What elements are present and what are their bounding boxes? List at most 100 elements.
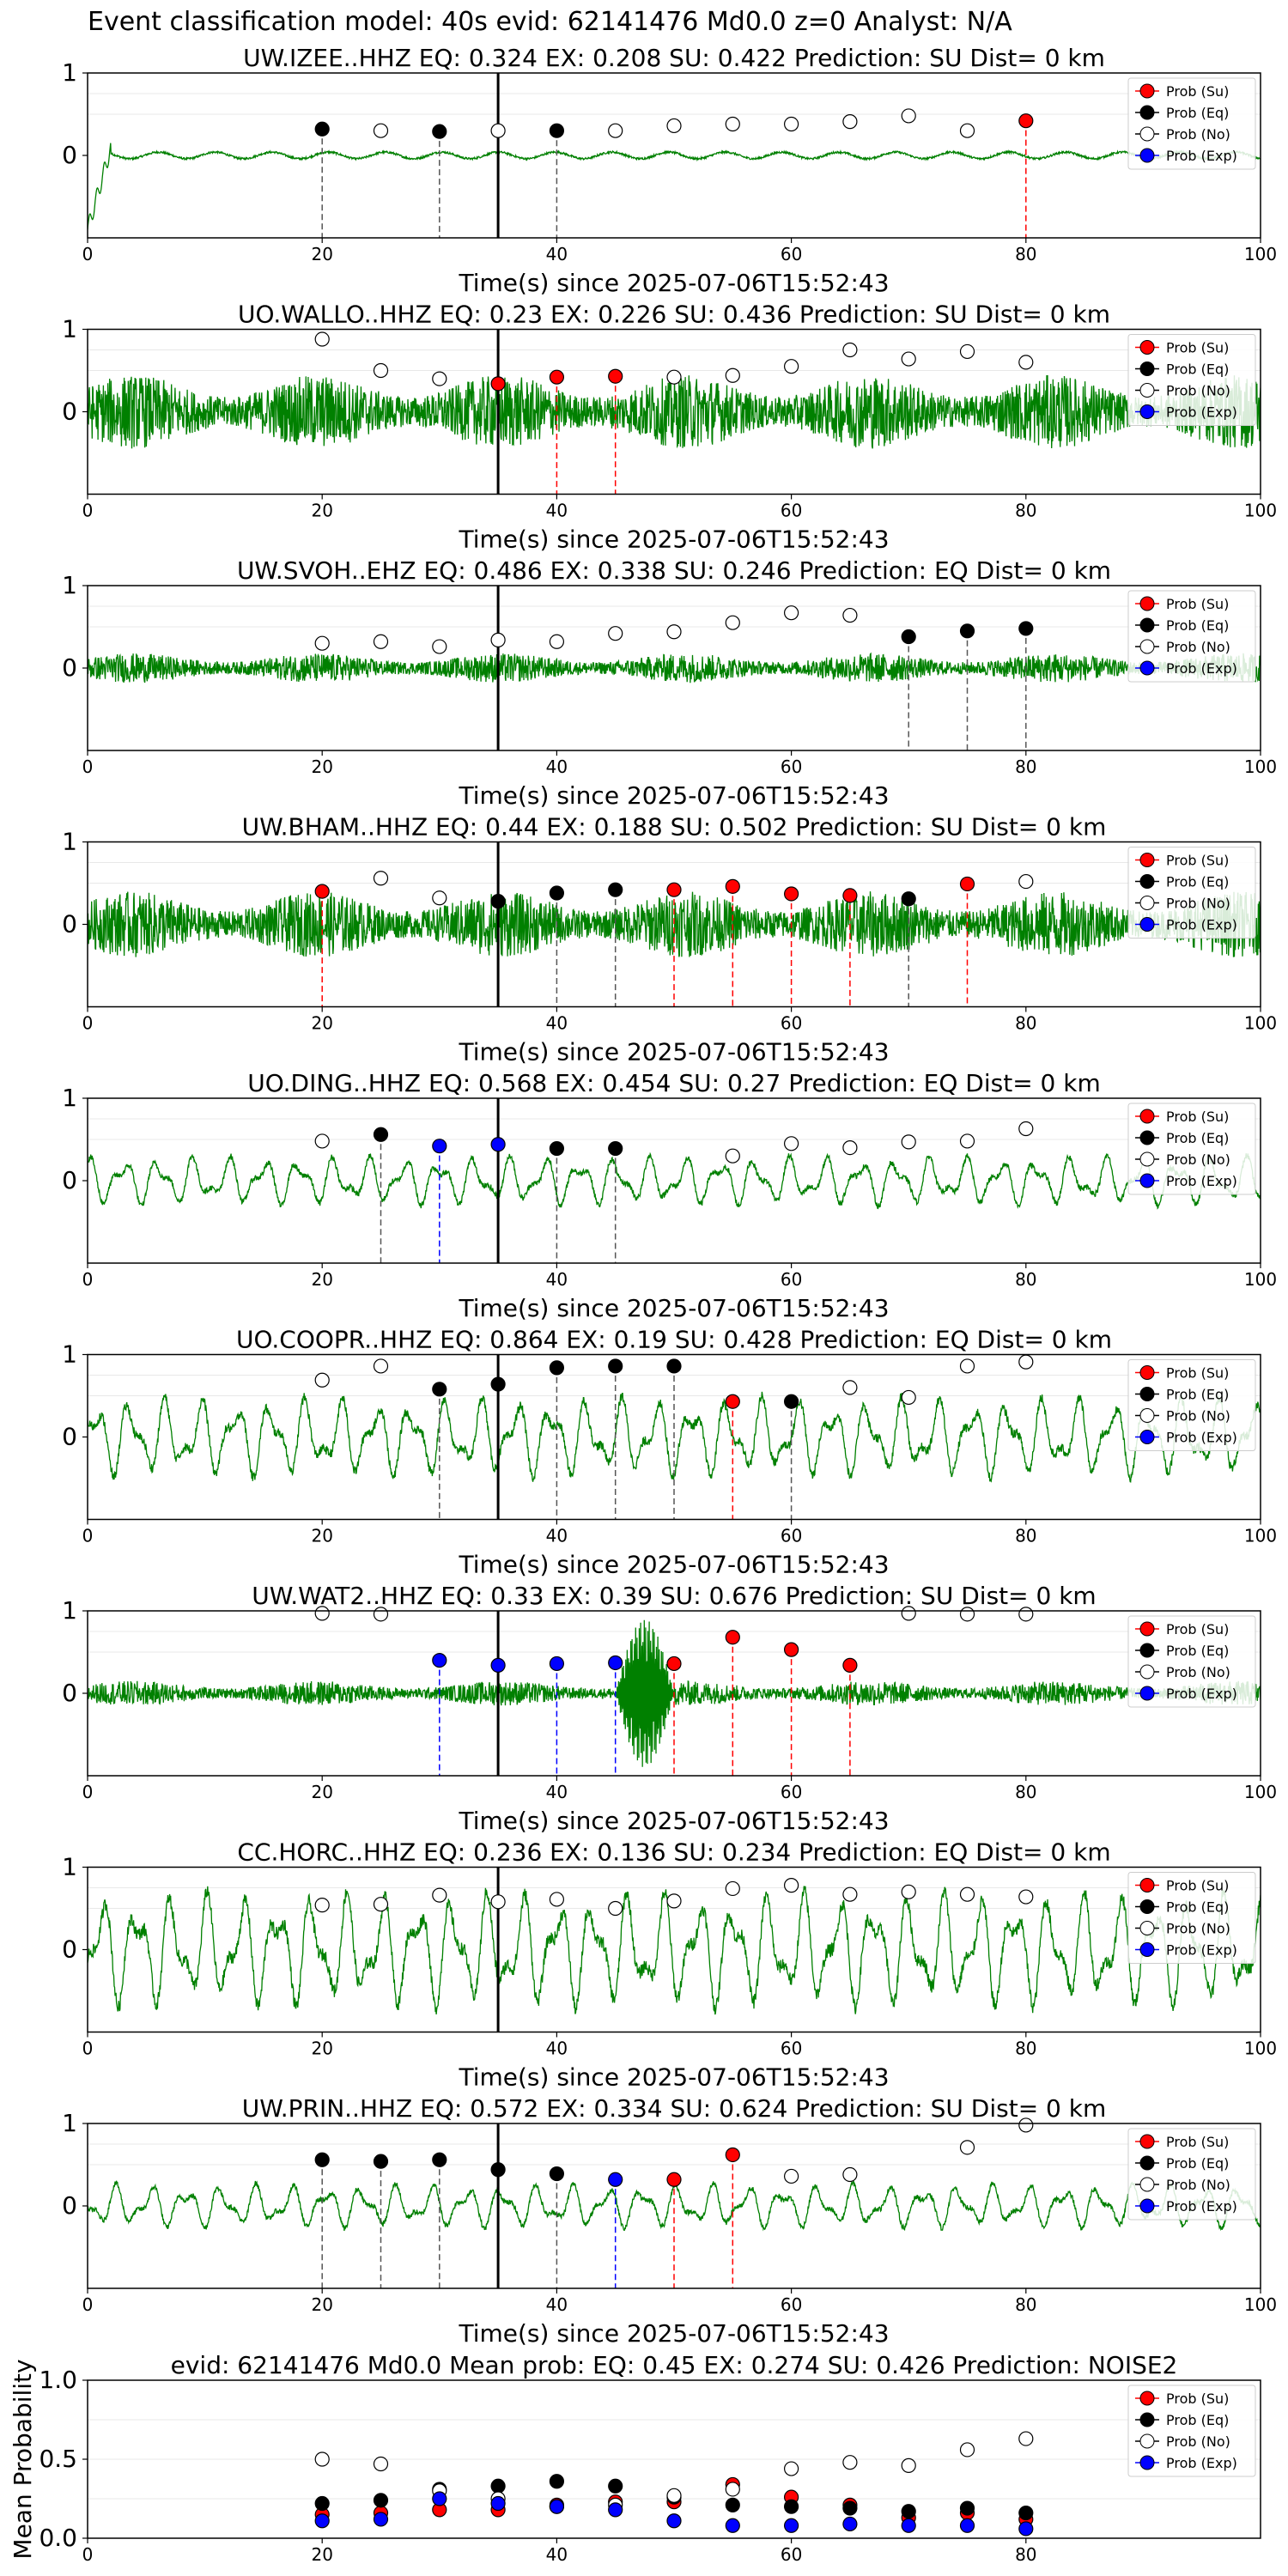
mean-prob-point-exp (490, 2495, 506, 2512)
prob-point-su (725, 1394, 740, 1409)
prob-point-su (725, 878, 740, 894)
prob-point-no (373, 871, 389, 886)
prob-point-no (783, 359, 799, 374)
prob-point-eq (490, 1376, 506, 1392)
prob-point-no (432, 890, 447, 906)
xtick-label: 40 (546, 1013, 568, 1034)
prob-point-no (314, 1372, 330, 1388)
waveform-trace (88, 2180, 1261, 2232)
mean-prob-point-exp (432, 2491, 447, 2506)
prob-point-no (783, 1136, 799, 1151)
legend-label: Prob (No) (1166, 1664, 1230, 1680)
legend-marker (1139, 1921, 1155, 1935)
legend-marker (1139, 2391, 1155, 2406)
prob-point-no (1018, 873, 1034, 890)
legend-marker (1139, 2177, 1155, 2192)
legend-label: Prob (Exp) (1166, 917, 1237, 933)
xtick-label: 0 (82, 501, 94, 521)
subplot-frame (87, 1097, 1261, 1264)
xtick-label: 60 (781, 1782, 802, 1802)
prob-point-no (842, 342, 858, 358)
prob-point-no (432, 1887, 447, 1903)
xtick-label: 100 (1244, 1013, 1277, 1034)
prob-point-no (842, 1139, 858, 1156)
legend-label: Prob (Exp) (1166, 660, 1237, 677)
prob-point-eq (549, 885, 565, 901)
prob-point-exp (432, 1139, 447, 1154)
prob-point-su (725, 1630, 740, 1645)
subplot-title: evid: 62141476 Md0.0 Mean prob: EQ: 0.45… (171, 2351, 1178, 2379)
prob-point-no (725, 1880, 740, 1897)
legend-marker (1139, 404, 1155, 419)
legend-marker (1139, 2155, 1155, 2171)
mean-prob-point-eq (901, 2504, 916, 2519)
mean-prob-point-exp (549, 2499, 565, 2514)
legend-label: Prob (No) (1166, 639, 1230, 655)
legend-label: Prob (Su) (1166, 1365, 1229, 1382)
legend-marker (1139, 83, 1155, 99)
ytick-label: 0.5 (39, 2445, 77, 2473)
xtick-label: 20 (311, 2294, 332, 2315)
xtick-label: 40 (546, 756, 568, 777)
prob-point-eq (549, 1360, 565, 1376)
prob-point-eq (490, 2162, 506, 2178)
xtick-label: 40 (546, 2544, 568, 2565)
legend-marker (1139, 2455, 1155, 2470)
xaxis-label: Time(s) since 2025-07-06T15:52:43 (458, 781, 889, 810)
subplot-title: UW.BHAM..HHZ EQ: 0.44 EX: 0.188 SU: 0.50… (242, 813, 1107, 841)
legend-marker (1139, 1408, 1155, 1423)
xtick-label: 80 (1015, 501, 1036, 521)
legend-box (1127, 590, 1256, 683)
prob-point-no (1018, 1121, 1034, 1137)
mean-prob-point-eq (373, 2493, 389, 2508)
xtick-label: 20 (311, 2544, 332, 2565)
xtick-label: 100 (1244, 501, 1277, 521)
prob-point-no (1018, 1607, 1034, 1622)
legend-marker (1139, 853, 1155, 867)
prob-point-eq (314, 121, 330, 137)
mean-prob-point-no (666, 2488, 682, 2503)
prob-point-eq (373, 1127, 389, 1142)
prob-point-eq (608, 882, 623, 897)
prob-point-no (901, 1884, 916, 1899)
prob-point-no (373, 123, 389, 138)
mean-prob-point-eq (959, 2500, 975, 2516)
subplot-9: evid: 62141476 Md0.0 Mean prob: EQ: 0.45… (9, 2351, 1261, 2565)
prob-point-no (549, 1892, 565, 1907)
ytick-label: 1.0 (39, 2366, 77, 2394)
legend-label: Prob (Eq) (1166, 1387, 1229, 1403)
xtick-label: 80 (1015, 1526, 1036, 1546)
waveform-trace (88, 143, 1261, 230)
prob-point-no (959, 1886, 975, 1902)
xtick-label: 80 (1015, 2294, 1036, 2315)
xtick-label: 40 (546, 2038, 568, 2059)
mean-prob-point-eq (783, 2499, 799, 2514)
prob-point-no (959, 123, 975, 138)
prob-point-no (373, 634, 389, 649)
xtick-label: 60 (781, 756, 802, 777)
prob-point-no (1018, 1889, 1034, 1905)
legend-box (1127, 1103, 1256, 1195)
waveform-trace (88, 1151, 1261, 1210)
xtick-label: 80 (1015, 2544, 1036, 2565)
xtick-label: 40 (546, 501, 568, 521)
xtick-label: 100 (1244, 244, 1277, 264)
subplot-title: UW.PRIN..HHZ EQ: 0.572 EX: 0.334 SU: 0.6… (242, 2094, 1107, 2123)
xaxis-label: Time(s) since 2025-07-06T15:52:43 (458, 526, 889, 554)
prob-point-no (608, 123, 623, 138)
legend-marker (1139, 917, 1155, 932)
mean-prob-point-eq (549, 2474, 565, 2489)
legend-marker (1139, 2433, 1155, 2449)
subplot-2: UW.SVOH..EHZ EQ: 0.486 EX: 0.338 SU: 0.2… (62, 556, 1277, 810)
mean-prob-point-no (373, 2456, 389, 2472)
xaxis-label: Time(s) since 2025-07-06T15:52:43 (458, 1807, 889, 1835)
xtick-label: 20 (311, 1526, 332, 1546)
prob-point-no (1018, 355, 1034, 370)
xtick-label: 20 (311, 244, 332, 264)
prob-point-su (842, 1657, 858, 1673)
prob-point-no (666, 118, 682, 134)
prob-point-exp (432, 1652, 447, 1668)
xtick-label: 20 (311, 2038, 332, 2059)
legend-box (1127, 334, 1256, 426)
legend-label: Prob (Eq) (1166, 617, 1229, 634)
